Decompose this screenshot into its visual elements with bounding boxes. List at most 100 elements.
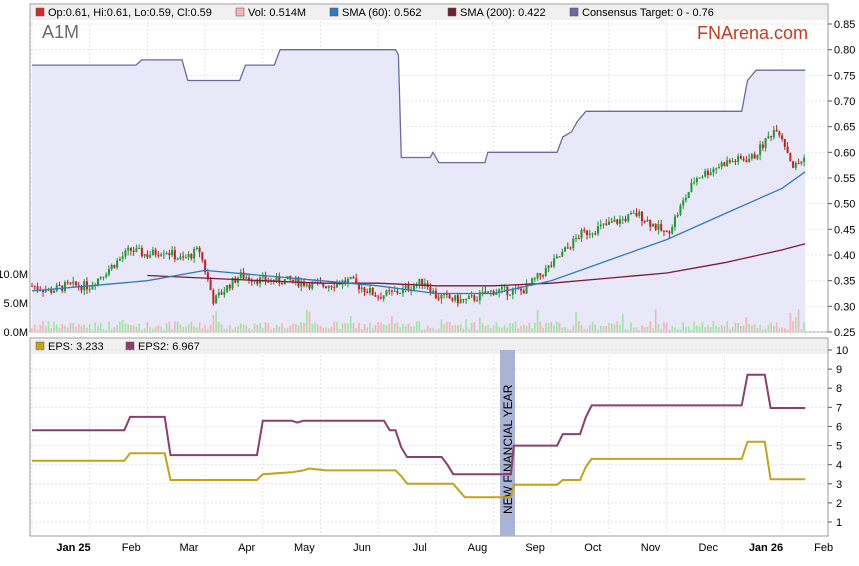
volume-bar bbox=[476, 329, 478, 332]
volume-bar bbox=[742, 325, 745, 332]
candle-body bbox=[764, 138, 767, 148]
volume-bar bbox=[759, 325, 761, 332]
volume-bar bbox=[196, 327, 198, 332]
volume-bar bbox=[676, 329, 679, 332]
volume-bar bbox=[94, 322, 96, 332]
volume-bar bbox=[795, 317, 797, 332]
candle-body bbox=[215, 295, 218, 304]
price-axis-labels: 0.85 0.80 0.75 0.70 0.65 0.60 0.55 0.50 0.45 0.40… bbox=[828, 19, 855, 339]
candle-body bbox=[357, 282, 360, 290]
volume-bar bbox=[536, 310, 539, 332]
candle-body bbox=[476, 300, 479, 302]
volume-bar bbox=[352, 322, 355, 332]
candle-body bbox=[437, 298, 440, 300]
candle-body bbox=[173, 250, 176, 260]
candle-body bbox=[456, 295, 459, 304]
volume-bar bbox=[327, 328, 330, 332]
volume-bar bbox=[382, 324, 385, 332]
volume-bar bbox=[108, 321, 110, 332]
volume-bar bbox=[539, 321, 542, 332]
eps-tick-label: 7 bbox=[836, 402, 842, 414]
volume-bar bbox=[300, 321, 303, 332]
candle-body bbox=[575, 238, 578, 240]
volume-bar bbox=[443, 323, 445, 332]
volume-bar bbox=[358, 322, 360, 332]
candle-body bbox=[149, 255, 152, 258]
candle-body bbox=[88, 288, 91, 290]
volume-bar bbox=[369, 323, 371, 332]
price-tick-label: 0.35 bbox=[834, 276, 855, 288]
volume-bar bbox=[146, 321, 149, 332]
volume-bar bbox=[638, 329, 641, 332]
volume-bar bbox=[550, 321, 553, 332]
candle-body bbox=[500, 287, 503, 290]
volume-bar bbox=[259, 323, 261, 332]
volume-bar bbox=[355, 328, 358, 332]
month-label: Jan 25 bbox=[56, 542, 90, 554]
volume-bar bbox=[652, 328, 654, 332]
candle-body bbox=[687, 191, 690, 198]
fy-marker-label: NEW FINANCIAL YEAR bbox=[501, 384, 515, 514]
volume-bar bbox=[448, 322, 451, 332]
candle-body bbox=[794, 163, 797, 168]
candle-body bbox=[187, 253, 190, 258]
candle-body bbox=[388, 290, 391, 292]
volume-bar bbox=[72, 323, 75, 332]
volume-bar bbox=[465, 319, 467, 332]
candle-body bbox=[151, 249, 154, 256]
volume-bar bbox=[707, 325, 709, 332]
volume-bar bbox=[264, 322, 267, 332]
candle-body bbox=[583, 229, 586, 231]
candle-body bbox=[393, 290, 396, 292]
eps-tick-label: 6 bbox=[836, 421, 842, 433]
volume-bar bbox=[124, 323, 127, 332]
sma60-line bbox=[31, 171, 806, 295]
candle-body bbox=[759, 144, 762, 156]
volume-bar bbox=[83, 324, 86, 332]
volume-bar bbox=[654, 309, 657, 332]
volume-bar bbox=[784, 327, 786, 332]
eps-axis-labels: 10 9 8 7 6 5 4 3 2 1 bbox=[828, 345, 848, 529]
legend-swatch bbox=[569, 7, 579, 17]
candle-body bbox=[50, 289, 53, 293]
candle-body bbox=[132, 250, 135, 252]
candle-body bbox=[206, 272, 209, 280]
eps-tick-label: 9 bbox=[836, 364, 842, 376]
candle-body bbox=[182, 256, 185, 258]
volume-bar bbox=[154, 327, 157, 332]
candle-body bbox=[190, 253, 193, 259]
candle-body bbox=[212, 290, 215, 304]
candle-body bbox=[176, 258, 179, 260]
volume-bar bbox=[583, 329, 586, 332]
volume-bar bbox=[671, 325, 673, 332]
candle-body bbox=[36, 286, 39, 290]
volume-bar bbox=[545, 323, 547, 332]
eps-tick-label: 10 bbox=[836, 345, 848, 357]
candle-body bbox=[561, 251, 564, 257]
volume-bar bbox=[262, 327, 264, 332]
volume-bar bbox=[149, 326, 151, 332]
volume-bar bbox=[182, 326, 184, 332]
legend-entry: SMA (200): 0.422 bbox=[460, 7, 546, 19]
volume-bar bbox=[110, 329, 113, 332]
candle-body bbox=[165, 253, 168, 255]
legend-entry: Vol: 0.514M bbox=[248, 7, 306, 19]
eps-tick-label: 4 bbox=[836, 460, 842, 472]
candle-body bbox=[80, 286, 83, 291]
volume-bar bbox=[132, 325, 135, 332]
candle-body bbox=[116, 260, 119, 268]
candle-body bbox=[423, 283, 426, 286]
candle-body bbox=[792, 161, 795, 168]
candle-body bbox=[198, 247, 201, 253]
candle-body bbox=[346, 278, 349, 283]
candle-body bbox=[698, 177, 701, 179]
candle-body bbox=[226, 285, 229, 292]
volume-bar bbox=[275, 324, 278, 332]
candle-body bbox=[550, 265, 553, 267]
candle-body bbox=[651, 224, 654, 227]
candle-body bbox=[55, 285, 58, 291]
volume-bar bbox=[113, 327, 116, 332]
candle-body bbox=[767, 136, 770, 139]
price-tick-label: 0.40 bbox=[834, 250, 855, 262]
month-label: Feb bbox=[122, 542, 141, 554]
